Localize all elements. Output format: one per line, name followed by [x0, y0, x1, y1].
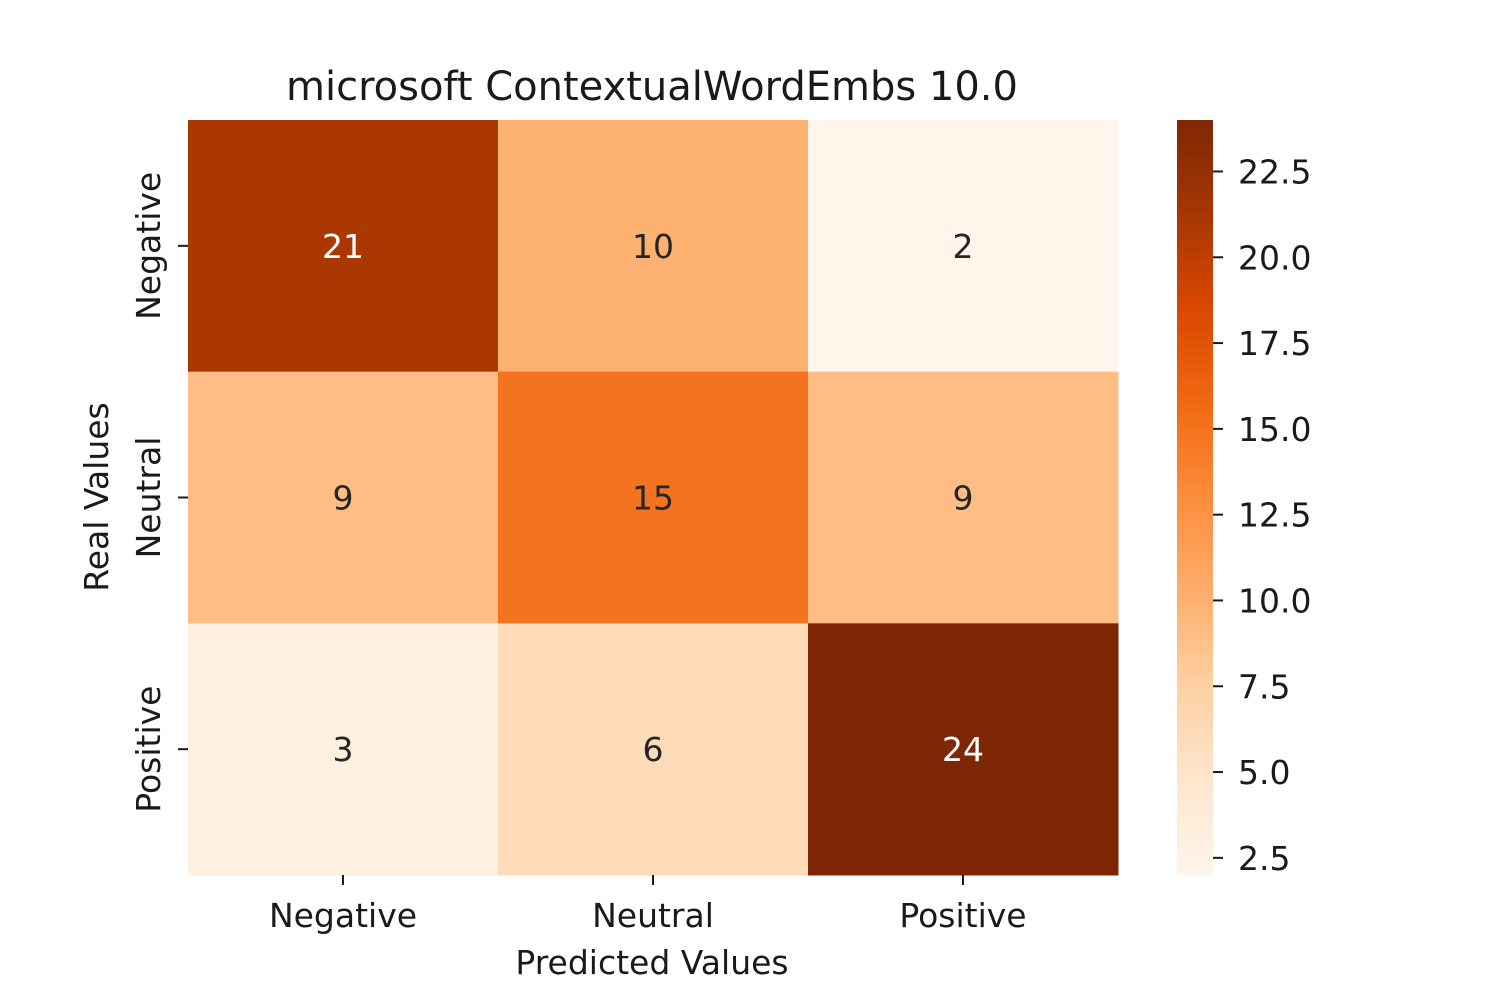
heatmap-cell-labels: 21 10 2 9 15 9 3 6 24 [322, 227, 984, 769]
x-axis-ticks: Negative Neutral Positive [269, 875, 1027, 935]
heatmap-cell [498, 623, 809, 876]
heatmap-cell [808, 371, 1119, 624]
y-tick-label: Negative [129, 172, 168, 320]
colorbar-tick-label: 10.0 [1238, 581, 1311, 620]
colorbar-tick-label: 20.0 [1238, 238, 1311, 277]
colorbar-tick-label: 15.0 [1238, 410, 1311, 449]
heatmap-cell [498, 371, 809, 624]
cell-value-label: 10 [632, 227, 674, 266]
cell-value-label: 15 [632, 479, 674, 518]
cell-value-label: 6 [643, 730, 664, 769]
y-tick-label: Positive [129, 686, 168, 813]
cell-value-label: 24 [942, 730, 984, 769]
heatmap-cell [188, 120, 499, 373]
colorbar-ticks: 2.5 5.0 7.5 10.0 12.5 15.0 17.5 20.0 22.5 [1213, 152, 1311, 878]
colorbar-tick-label: 12.5 [1238, 496, 1311, 535]
colorbar-tick-label: 17.5 [1238, 324, 1311, 363]
heatmap-cell [808, 623, 1119, 876]
cell-value-label: 9 [333, 479, 354, 518]
heatmap-cell [498, 120, 809, 373]
colorbar [1177, 120, 1213, 875]
colorbar-tick-label: 5.0 [1238, 753, 1290, 792]
y-axis-label: Real Values [77, 402, 116, 591]
cell-value-label: 9 [953, 479, 974, 518]
x-tick-label: Positive [899, 896, 1026, 935]
y-axis-ticks: Negative Neutral Positive [129, 172, 188, 813]
x-tick-label: Neutral [592, 896, 714, 935]
cell-value-label: 3 [333, 730, 354, 769]
heatmap-cell [188, 623, 499, 876]
cell-value-label: 21 [322, 227, 364, 266]
colorbar-tick-label: 2.5 [1238, 839, 1290, 878]
heatmap-cell [808, 120, 1119, 373]
x-axis-label: Predicted Values [515, 943, 788, 982]
y-tick-label: Neutral [129, 437, 168, 559]
colorbar-tick-label: 22.5 [1238, 152, 1311, 191]
heatmap-cells [188, 120, 1119, 876]
heatmap-cell [188, 371, 499, 624]
colorbar-tick-label: 7.5 [1238, 667, 1290, 706]
cell-value-label: 2 [953, 227, 974, 266]
chart-title: microsoft ContextualWordEmbs 10.0 [286, 64, 1018, 110]
x-tick-label: Negative [269, 896, 417, 935]
